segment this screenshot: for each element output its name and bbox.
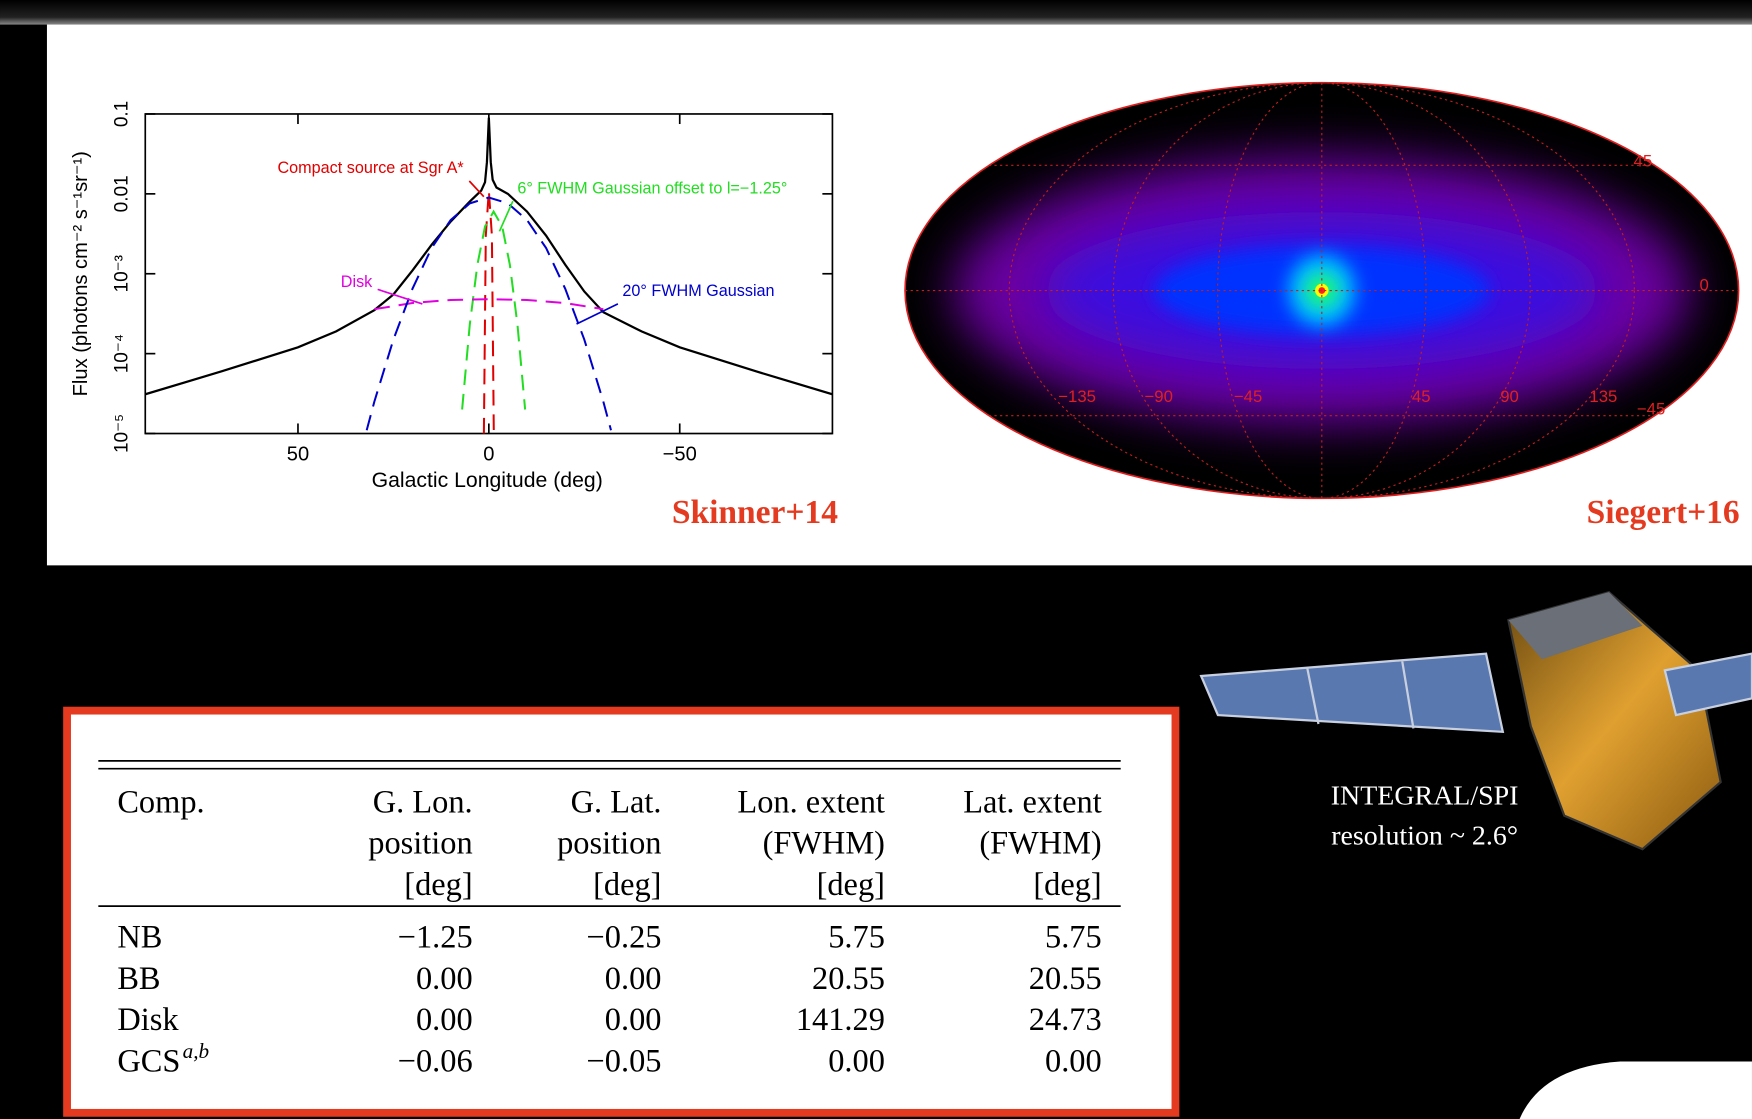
table-header: Lon. extent — [737, 784, 885, 820]
table-header: Lat. extent — [963, 784, 1102, 820]
latitude-label: −45 — [1637, 399, 1665, 418]
satellite-caption: resolution ~ 2.6° — [1331, 821, 1518, 852]
table-cell: 20.55 — [1029, 961, 1102, 997]
table-cell: −0.25 — [587, 919, 662, 955]
table-cell: 20.55 — [812, 961, 885, 997]
series-annotation: 6° FWHM Gaussian offset to l=−1.25° — [517, 179, 787, 197]
table-cell: 0.00 — [828, 1044, 885, 1080]
x-tick-label: −50 — [663, 443, 697, 465]
table-cell: 0.00 — [416, 1002, 473, 1038]
table-header: G. Lat. — [571, 784, 662, 820]
table-cell: 0.00 — [1045, 1044, 1102, 1080]
series-annotation: Disk — [341, 273, 373, 291]
slide: Comp. G. Lon. position [deg] G. Lat. position… — [0, 0, 1752, 1119]
table-header: position — [368, 826, 472, 862]
table-header: [deg] — [404, 867, 472, 903]
table-header: [deg] — [593, 867, 661, 903]
table-cell: 0.00 — [416, 961, 473, 997]
top-bar — [0, 0, 1752, 25]
series-annotation: Compact source at Sgr A* — [277, 159, 464, 177]
y-tick-label: 10⁻⁴ — [111, 334, 132, 373]
longitude-label: −90 — [1144, 387, 1172, 406]
page: {"chart_data": {"type": "line", "log_y":… — [0, 0, 1752, 1119]
longitude-label: 45 — [1412, 387, 1431, 406]
x-axis-label: Galactic Longitude (deg) — [372, 469, 603, 492]
table-row-label: NB — [117, 919, 162, 955]
table-row-label: BB — [117, 961, 160, 997]
table-header: (FWHM) — [763, 826, 885, 862]
credit-left: Skinner+14 — [672, 494, 838, 531]
table-cell: −1.25 — [398, 919, 473, 955]
table-footnote-mark: a,b — [183, 1039, 210, 1063]
longitude-label: 135 — [1589, 387, 1617, 406]
table-header: [deg] — [817, 867, 885, 903]
latitude-label: 45 — [1634, 151, 1653, 170]
table-cell: 5.75 — [1045, 919, 1102, 955]
longitude-label: 90 — [1500, 387, 1519, 406]
series-annotation: 20° FWHM Gaussian — [622, 282, 774, 300]
satellite-caption: INTEGRAL/SPI — [1331, 780, 1519, 811]
sky-map: 45 0 −45 −135 −90 −45 45 90 135 — [905, 83, 1739, 499]
credit-right: Siegert+16 — [1587, 494, 1740, 531]
longitude-label: −135 — [1058, 387, 1096, 406]
y-tick-label: 0.1 — [111, 101, 132, 127]
y-tick-label: 10⁻⁵ — [111, 414, 132, 453]
table-header: G. Lon. — [373, 784, 473, 820]
table-header: position — [557, 826, 661, 862]
table-cell: 0.00 — [605, 1002, 662, 1038]
table-cell: 141.29 — [796, 1002, 885, 1038]
latitude-label: 0 — [1699, 275, 1708, 294]
table-row-label: GCS — [117, 1044, 180, 1080]
table-row-label: Disk — [117, 1002, 179, 1038]
y-tick-label: 0.01 — [111, 175, 132, 212]
x-tick-label: 50 — [287, 443, 309, 465]
table-cell: −0.06 — [398, 1044, 473, 1080]
table-cell: 0.00 — [605, 961, 662, 997]
table-header: [deg] — [1033, 867, 1101, 903]
table-header: Comp. — [117, 784, 204, 820]
longitude-label: −45 — [1234, 387, 1262, 406]
table-header: (FWHM) — [979, 826, 1101, 862]
y-axis-label: Flux (photons cm⁻² s⁻¹sr⁻¹) — [70, 151, 92, 396]
y-tick-label: 10⁻³ — [111, 255, 132, 292]
x-tick-label: 0 — [483, 443, 494, 465]
table-cell: 5.75 — [828, 919, 885, 955]
table-cell: 24.73 — [1029, 1002, 1102, 1038]
table-cell: −0.05 — [587, 1044, 662, 1080]
